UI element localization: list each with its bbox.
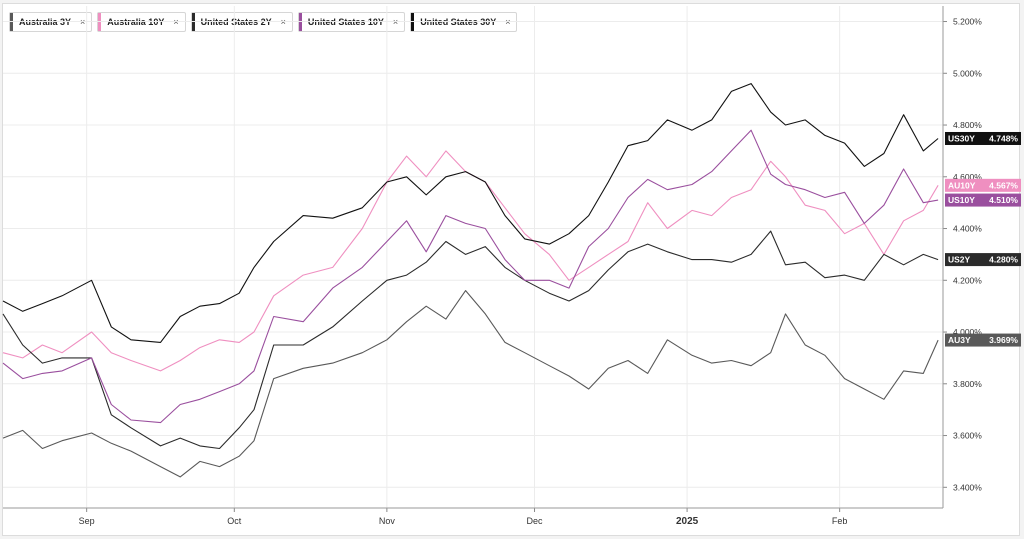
y-tick-label: 5.200%	[953, 17, 982, 27]
series-line-us30y	[2, 83, 939, 343]
x-tick-label: Sep	[79, 516, 95, 526]
end-label-tag: US2Y	[948, 255, 971, 265]
end-label-box	[945, 178, 1021, 192]
series-line-au3y	[2, 290, 939, 478]
y-tick-label: 4.200%	[953, 275, 982, 285]
end-label-tag: AU10Y	[948, 180, 976, 190]
end-label-au3y: AU3Y 3.969%	[945, 333, 1021, 347]
end-label-tag: US10Y	[948, 195, 975, 205]
end-label-box	[945, 131, 1021, 145]
end-label-au10y: AU10Y 4.567%	[945, 178, 1021, 192]
x-tick-label: 2025	[676, 516, 699, 527]
y-tick-label: 3.400%	[953, 482, 982, 492]
end-label-value: 4.748%	[989, 133, 1018, 143]
end-label-us30y: US30Y 4.748%	[945, 131, 1021, 145]
series-line-us10y	[2, 129, 939, 424]
end-label-us2y: US2Y 4.280%	[945, 253, 1021, 267]
end-label-value: 4.567%	[989, 180, 1018, 190]
end-label-box	[945, 333, 1021, 347]
end-label-value: 3.969%	[989, 335, 1018, 345]
end-label-box	[945, 253, 1021, 267]
series-line-au10y	[2, 150, 939, 372]
end-label-value: 4.510%	[989, 195, 1018, 205]
x-tick-label: Nov	[379, 516, 396, 526]
y-tick-label: 3.800%	[953, 379, 982, 389]
end-label-tag: AU3Y	[948, 335, 971, 345]
x-tick-label: Dec	[527, 516, 544, 526]
y-tick-label: 4.800%	[953, 120, 982, 130]
end-label-box	[945, 193, 1021, 207]
end-label-tag: US30Y	[948, 133, 975, 143]
y-tick-label: 4.600%	[953, 172, 982, 182]
x-tick-label: Oct	[227, 516, 242, 526]
y-tick-label: 5.000%	[953, 68, 982, 78]
series-line-us2y	[2, 230, 939, 450]
x-tick-label: Feb	[832, 516, 848, 526]
y-tick-label: 4.400%	[953, 224, 982, 234]
y-tick-label: 4.000%	[953, 327, 982, 337]
end-label-us10y: US10Y 4.510%	[945, 193, 1021, 207]
y-tick-label: 3.600%	[953, 431, 982, 441]
end-label-value: 4.280%	[989, 255, 1018, 265]
